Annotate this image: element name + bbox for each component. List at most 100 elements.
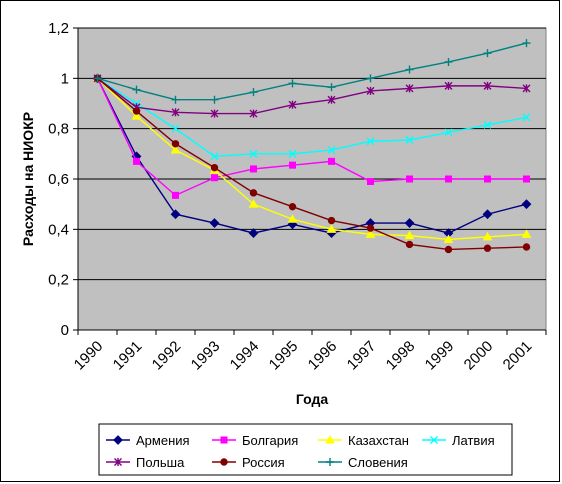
legend-label: Россия (242, 455, 285, 470)
legend: Армения Болгария Казахстан Латвия Польша Росс… (98, 423, 513, 476)
series-marker (248, 199, 259, 208)
series-marker (248, 228, 259, 239)
series-marker (171, 124, 180, 133)
y-tick-label: 1 (61, 70, 69, 87)
series-marker (210, 152, 219, 161)
series-marker (289, 161, 296, 169)
legend-label: Словения (348, 455, 408, 470)
series-marker (288, 100, 297, 109)
series-marker (170, 209, 181, 220)
series-marker (430, 436, 438, 444)
x-tick-label: 2001 (500, 338, 536, 374)
y-axis-title: Расходы на НИОКР (20, 112, 36, 246)
series-marker (250, 165, 257, 173)
x-tick-label: 1992 (149, 338, 185, 374)
series-marker (220, 458, 228, 466)
series-marker (210, 109, 219, 118)
series-line (96, 78, 527, 197)
series-marker (114, 458, 122, 466)
series-marker (483, 120, 492, 129)
series-marker (249, 88, 258, 97)
legend-box (98, 423, 513, 476)
series-marker (405, 240, 414, 249)
series-marker (288, 149, 297, 158)
series-marker (483, 49, 492, 58)
series-marker (249, 109, 258, 118)
x-tick-label: 1990 (71, 338, 107, 374)
series-marker (131, 111, 142, 120)
legend-label: Армения (136, 433, 190, 448)
series-marker (366, 224, 375, 232)
legend-item: Казахстан (318, 433, 409, 448)
y-tick-label: 0,8 (48, 121, 69, 138)
legend-item: Армения (106, 433, 190, 448)
series-marker (444, 128, 453, 137)
series-marker (444, 57, 453, 66)
series-marker (522, 84, 531, 93)
y-tick-label: 0,2 (48, 272, 69, 289)
series-square (94, 74, 530, 199)
x-tick-label: 1997 (344, 338, 380, 374)
x-tick-label: 1999 (422, 338, 458, 374)
series-marker (287, 214, 298, 223)
series-marker (444, 81, 453, 90)
series-line (97, 77, 527, 158)
series-marker (406, 175, 413, 183)
series-star (93, 74, 531, 118)
series-marker (366, 137, 375, 146)
series-marker (445, 175, 452, 183)
series-marker (328, 157, 335, 165)
legend-item: Польша (106, 455, 185, 470)
series-marker (172, 191, 179, 199)
series-line (97, 42, 527, 101)
series-marker (132, 85, 141, 94)
series-marker (405, 65, 414, 74)
legend-item: Латвия (422, 433, 495, 448)
x-tick-label: 1991 (110, 338, 146, 374)
x-tick-label: 2000 (461, 338, 497, 374)
legend-label: Латвия (452, 433, 495, 448)
series-marker (209, 218, 220, 228)
series-marker (249, 189, 258, 197)
y-tick-label: 0,4 (48, 221, 69, 238)
legend-items: Армения Болгария Казахстан Латвия Польша Росс… (106, 433, 495, 470)
series-marker (93, 74, 102, 83)
series-marker (171, 108, 180, 117)
series-marker (133, 157, 140, 165)
series-marker (482, 231, 493, 241)
series-marker (288, 202, 297, 211)
series-group (92, 39, 532, 254)
series-marker (327, 216, 336, 225)
y-axis-ticks: 0 0,2 0,4 0,6 0,8 1 1,2 (48, 20, 78, 339)
series-marker (365, 229, 376, 238)
x-axis-ticks: 1990 1991 1992 1993 1994 1995 1996 1997 1998 1999… (71, 330, 547, 374)
series-marker (171, 140, 180, 148)
series-marker (443, 234, 454, 243)
series-marker (404, 218, 415, 228)
series-marker (327, 95, 336, 104)
series-marker (483, 81, 492, 90)
series-marker (170, 145, 181, 154)
series-marker (327, 146, 336, 155)
x-tick-label: 1993 (188, 338, 224, 374)
series-marker (405, 135, 414, 144)
series-marker (210, 163, 219, 172)
series-marker (521, 199, 532, 210)
series-marker (288, 79, 297, 88)
x-tick-label: 1998 (383, 338, 419, 374)
series-marker (220, 436, 228, 444)
series-marker (522, 243, 531, 251)
series-marker (325, 434, 335, 444)
series-marker (326, 224, 337, 233)
series-marker (113, 435, 123, 445)
series-marker (522, 113, 531, 122)
series-marker (366, 74, 375, 83)
series-marker (367, 178, 374, 186)
legend-label: Казахстан (348, 433, 409, 448)
y-tick-label: 1,2 (48, 20, 69, 37)
series-marker (171, 95, 180, 104)
legend-label: Польша (136, 455, 185, 470)
series-line (97, 77, 527, 251)
series-marker (132, 107, 141, 115)
